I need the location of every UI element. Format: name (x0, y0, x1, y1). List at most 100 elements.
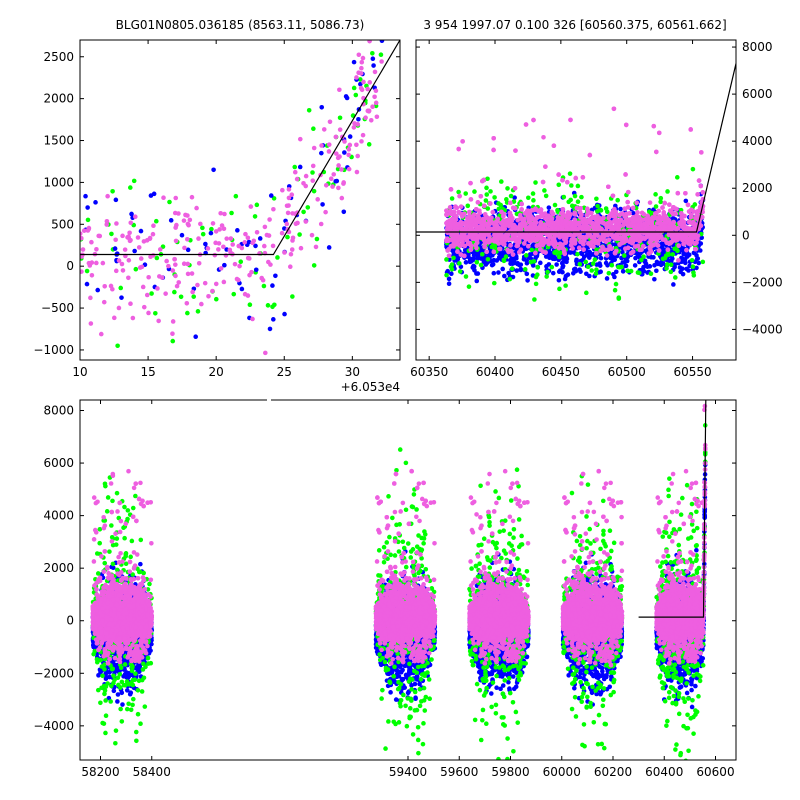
data-point-green (463, 274, 469, 279)
data-point-blue (612, 257, 618, 263)
data-point-green (563, 283, 568, 288)
axes-frame (79, 39, 401, 361)
data-point-magenta (354, 169, 360, 175)
data-point-magenta (89, 272, 95, 278)
data-point-blue (563, 273, 569, 279)
data-point-magenta (468, 197, 474, 202)
data-point-magenta (104, 222, 110, 227)
data-point-blue (85, 205, 90, 210)
data-point-magenta (611, 106, 617, 112)
data-point-magenta (285, 210, 291, 216)
data-point-green (479, 251, 485, 257)
data-point-magenta (141, 304, 147, 310)
data-point-magenta (170, 331, 175, 336)
data-point-magenta (183, 212, 188, 218)
data-point-magenta (202, 280, 208, 286)
data-point-green (370, 50, 375, 56)
data-point-magenta (303, 183, 309, 189)
data-point-blue (546, 205, 552, 210)
data-point-magenta (487, 234, 492, 239)
data-point-magenta (625, 189, 631, 195)
data-point-magenta (352, 121, 357, 126)
data-point-green (529, 247, 535, 253)
data-point-blue (203, 241, 208, 247)
data-point-magenta (465, 241, 471, 247)
data-point-magenta (360, 132, 366, 138)
data-point-blue (268, 193, 274, 198)
points-zoom (80, 40, 400, 356)
data-point-magenta (520, 218, 525, 223)
data-point-green (575, 251, 580, 257)
data-point-magenta (176, 280, 182, 285)
data-point-magenta (101, 299, 107, 305)
data-point-magenta (249, 269, 254, 275)
data-point-magenta (122, 247, 128, 252)
data-point-blue (463, 260, 469, 265)
data-point-green (254, 202, 260, 208)
data-point-magenta (647, 200, 653, 205)
data-point-magenta (151, 223, 156, 229)
data-point-magenta (501, 211, 507, 217)
data-point-magenta (519, 207, 524, 212)
data-point-green (569, 183, 574, 188)
data-point-blue (273, 273, 278, 279)
data-point-magenta (333, 134, 339, 140)
data-point-magenta (290, 211, 295, 216)
data-point-green (647, 209, 652, 214)
data-point-magenta (339, 167, 344, 172)
data-point-magenta (303, 219, 309, 224)
data-point-magenta (512, 185, 518, 191)
data-point-magenta (284, 221, 290, 227)
data-point-magenta (80, 231, 83, 236)
data-point-green (503, 254, 509, 259)
data-point-blue (524, 271, 530, 277)
data-point-green (488, 189, 493, 194)
data-point-magenta (181, 261, 187, 266)
data-point-magenta (606, 184, 611, 190)
data-point-magenta (138, 256, 144, 261)
data-point-blue (222, 262, 227, 268)
data-point-green (690, 166, 696, 172)
data-point-magenta (189, 271, 195, 276)
data-point-blue (660, 261, 666, 266)
data-point-blue (620, 269, 626, 274)
data-point-green (566, 199, 572, 205)
data-point-blue (604, 276, 610, 281)
panel-mid: 60350 60400 60450 60500 60550−4000−200002000… (410, 39, 783, 379)
data-point-magenta (533, 220, 539, 225)
data-point-magenta (326, 149, 332, 154)
data-point-blue (699, 235, 705, 241)
data-point-green (505, 186, 510, 191)
data-point-magenta (447, 205, 453, 210)
data-point-magenta (533, 250, 538, 256)
data-point-magenta (535, 214, 540, 220)
data-point-green (110, 188, 115, 194)
data-point-blue (253, 243, 258, 249)
data-point-blue (491, 270, 497, 276)
data-point-magenta (628, 250, 634, 256)
data-point-magenta (654, 149, 659, 155)
data-point-green (678, 207, 684, 213)
data-point-blue (371, 63, 376, 68)
data-point-blue (185, 247, 191, 253)
data-point-blue (119, 295, 124, 300)
data-point-blue (538, 260, 543, 266)
data-point-blue (518, 267, 524, 273)
data-point-green (178, 294, 184, 300)
data-point-green (478, 262, 484, 268)
data-point-blue (132, 248, 137, 254)
data-point-green (590, 261, 596, 266)
data-point-magenta (164, 258, 169, 264)
data-point-magenta (370, 104, 375, 109)
data-point-magenta (184, 237, 190, 242)
data-point-blue (668, 259, 674, 264)
data-point-blue (694, 265, 699, 271)
data-point-blue (621, 260, 627, 265)
data-point-green (535, 272, 540, 278)
data-point-green (209, 226, 214, 232)
data-point-green (305, 205, 311, 210)
data-point-magenta (478, 193, 484, 199)
data-point-magenta (372, 94, 377, 100)
data-point-magenta (662, 200, 668, 206)
data-point-blue (483, 262, 489, 267)
